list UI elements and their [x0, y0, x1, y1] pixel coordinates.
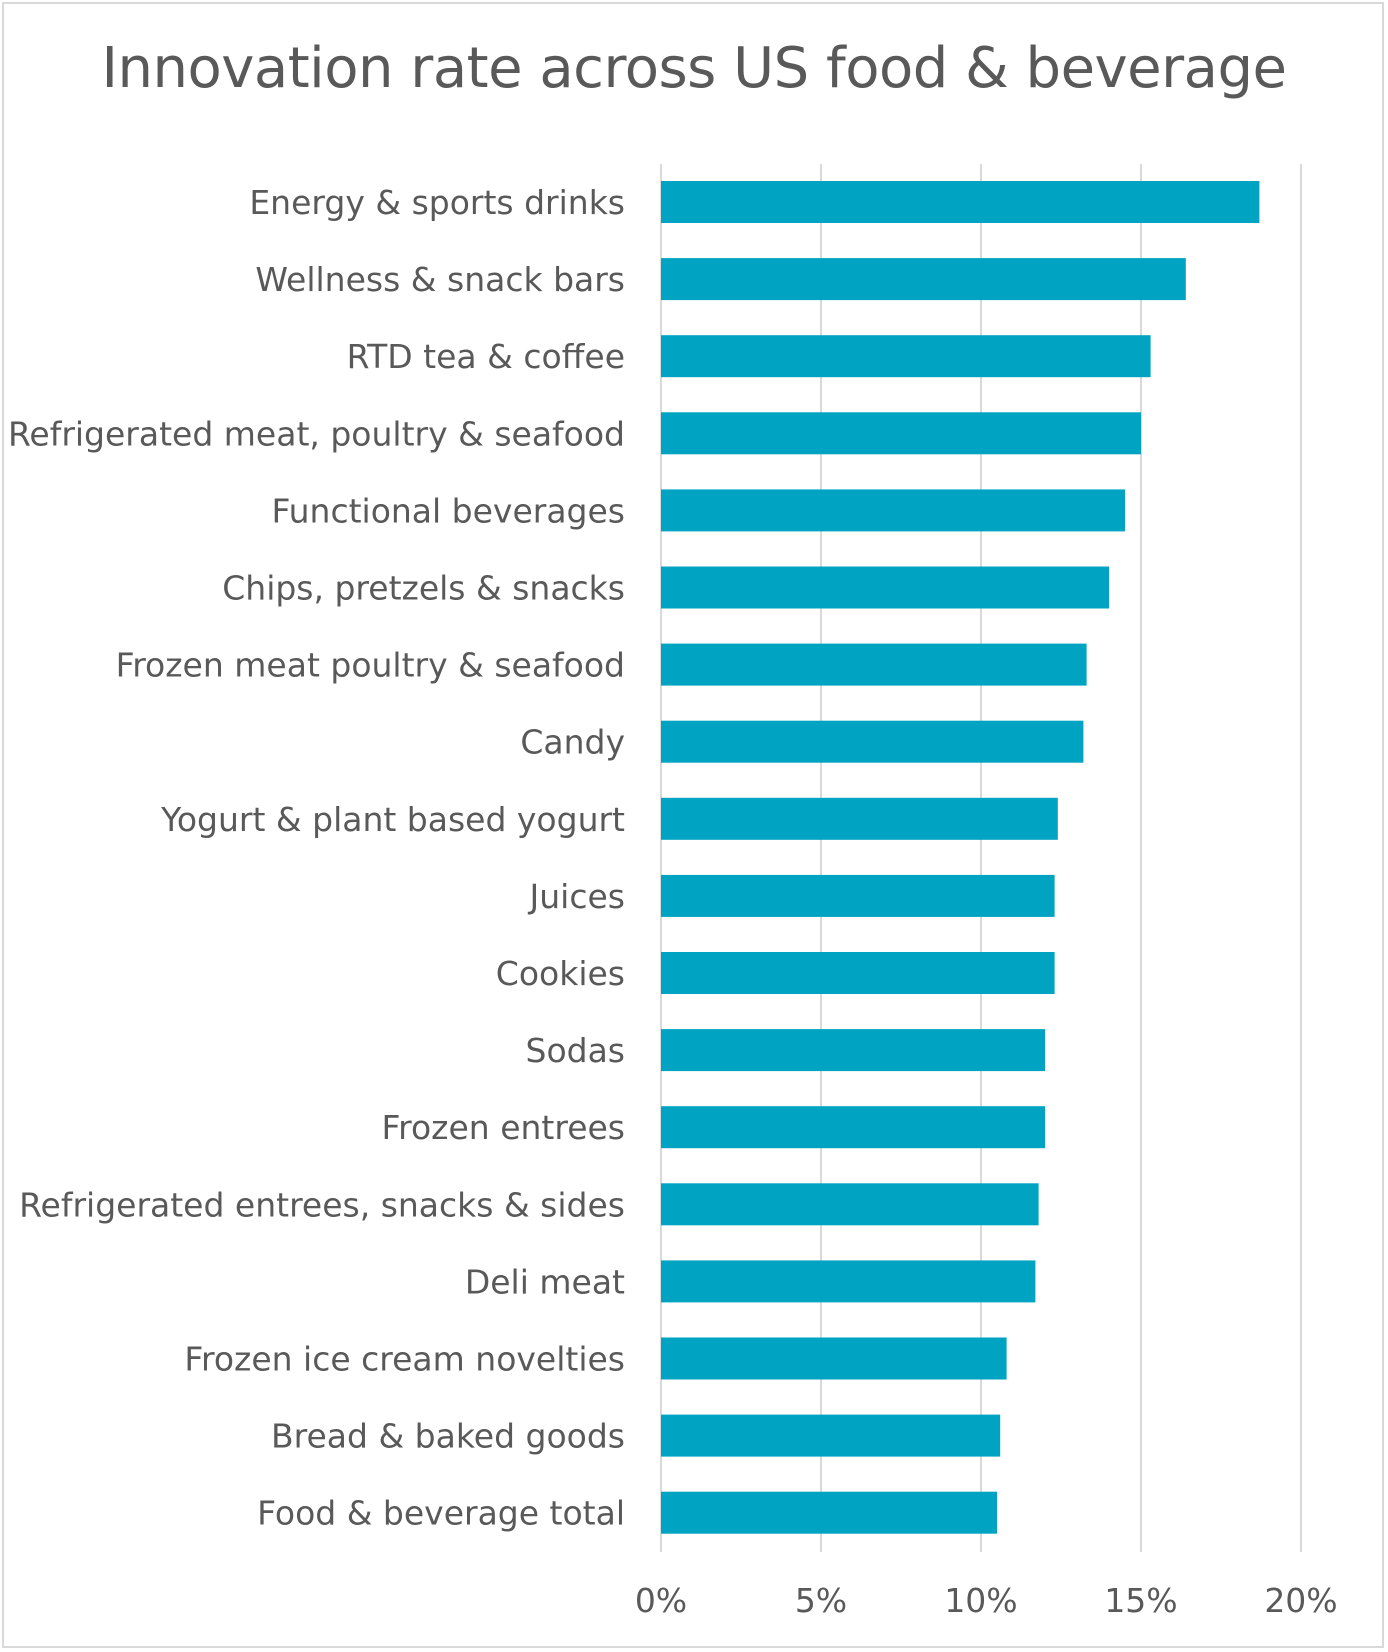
category-label: RTD tea & coffee: [347, 337, 625, 376]
bar: [661, 412, 1141, 455]
bar: [661, 1337, 1007, 1380]
bar: [661, 1106, 1045, 1149]
category-label: Frozen entrees: [382, 1108, 625, 1147]
category-label: Frozen meat poultry & seafood: [116, 646, 625, 685]
bar: [661, 258, 1186, 301]
category-label: Chips, pretzels & snacks: [222, 569, 625, 608]
category-label: Yogurt & plant based yogurt: [160, 800, 625, 839]
category-label: Cookies: [496, 954, 625, 993]
category-label: Sodas: [526, 1031, 626, 1070]
category-label: Juices: [528, 877, 625, 916]
bar: [661, 1414, 1001, 1457]
category-label: Refrigerated entrees, snacks & sides: [19, 1185, 625, 1224]
bar: [661, 874, 1055, 917]
bar: [661, 1260, 1036, 1303]
bar: [661, 566, 1109, 609]
x-axis-tick-labels: 0% 5% 10% 15% 20%: [635, 1581, 1338, 1620]
category-label: Bread & baked goods: [271, 1417, 625, 1456]
bar: [661, 335, 1151, 378]
bar: [661, 489, 1125, 532]
category-label: Frozen ice cream novelties: [184, 1340, 625, 1379]
x-tick-label: 0%: [635, 1581, 687, 1620]
bar: [661, 797, 1058, 840]
category-labels: Energy & sports drinks Wellness & snack b…: [8, 183, 625, 1533]
category-label: Energy & sports drinks: [249, 183, 625, 222]
category-label: Functional beverages: [271, 491, 625, 530]
category-label: Wellness & snack bars: [255, 260, 625, 299]
bar: [661, 181, 1260, 223]
category-label: Food & beverage total: [257, 1494, 625, 1533]
bar: [661, 1183, 1039, 1226]
bars: [661, 181, 1260, 1534]
x-tick-label: 5%: [795, 1581, 847, 1620]
category-label: Refrigerated meat, poultry & seafood: [8, 414, 625, 453]
category-label: Deli meat: [465, 1262, 625, 1301]
bar: [661, 1491, 997, 1534]
bar: [661, 1029, 1045, 1072]
gridlines: [660, 164, 1302, 1552]
bar: [661, 720, 1084, 763]
category-label: Candy: [520, 723, 625, 762]
x-tick-label: 10%: [944, 1581, 1017, 1620]
chart-title: Innovation rate across US food & beverag…: [101, 36, 1287, 101]
x-tick-label: 20%: [1264, 1581, 1337, 1620]
bar: [661, 643, 1087, 686]
x-tick-label: 15%: [1104, 1581, 1177, 1620]
bar: [661, 952, 1055, 994]
